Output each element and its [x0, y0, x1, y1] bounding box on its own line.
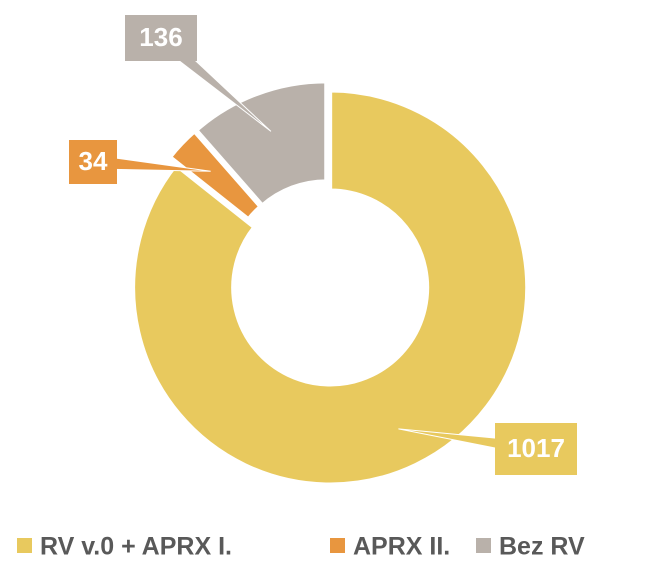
legend-label: Bez RV	[499, 533, 585, 561]
legend-swatch	[330, 538, 345, 553]
legend-label: RV v.0 + APRX I.	[40, 533, 232, 561]
legend-swatch	[17, 538, 32, 553]
data-label: 1017	[507, 433, 565, 463]
callout-box	[495, 423, 577, 475]
callout-box	[69, 140, 117, 184]
donut-slice	[167, 128, 264, 223]
donut-slice	[193, 79, 329, 209]
legend-swatch	[476, 538, 491, 553]
callout-box	[125, 15, 197, 61]
data-label: 136	[139, 22, 182, 52]
data-label: 34	[79, 146, 108, 176]
legend-label: APRX II.	[353, 533, 450, 561]
donut-slice	[131, 88, 530, 487]
